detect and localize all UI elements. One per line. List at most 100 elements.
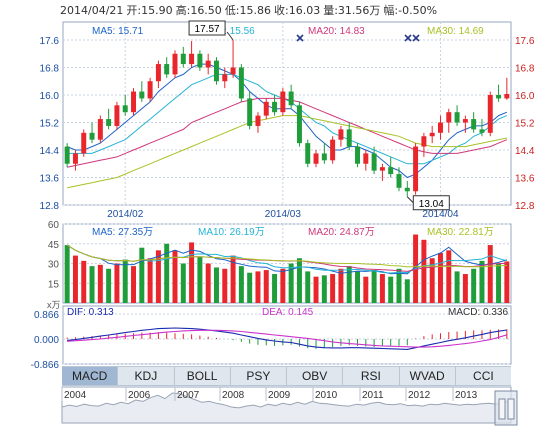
candle-body[interactable] — [114, 105, 120, 126]
candle-body[interactable] — [222, 74, 228, 82]
volume-bar[interactable] — [131, 266, 137, 303]
candle-body[interactable] — [296, 105, 302, 144]
volume-bar[interactable] — [89, 266, 95, 303]
volume-bar[interactable] — [371, 270, 377, 303]
volume-bar[interactable] — [272, 274, 278, 303]
candle-body[interactable] — [139, 91, 145, 99]
volume-bar[interactable] — [321, 275, 327, 303]
volume-bar[interactable] — [388, 276, 394, 303]
navigator-left-handle[interactable] — [498, 398, 506, 420]
candle-body[interactable] — [263, 101, 269, 116]
candle-body[interactable] — [396, 174, 402, 188]
candle-body[interactable] — [89, 132, 95, 140]
volume-bar[interactable] — [346, 266, 352, 303]
tab-macd[interactable]: MACD — [62, 367, 119, 385]
candle-body[interactable] — [479, 129, 485, 133]
volume-bar[interactable] — [437, 252, 443, 303]
volume-bar[interactable] — [72, 255, 78, 303]
volume-bar[interactable] — [280, 268, 286, 303]
candle-body[interactable] — [346, 129, 352, 147]
volume-bar[interactable] — [454, 271, 460, 303]
candle-body[interactable] — [164, 64, 170, 75]
candle-body[interactable] — [363, 153, 369, 164]
volume-bar[interactable] — [147, 258, 153, 303]
tab-obv[interactable]: OBV — [287, 367, 344, 385]
candle-body[interactable] — [454, 112, 460, 123]
volume-bar[interactable] — [471, 268, 477, 303]
candle-body[interactable] — [205, 60, 211, 68]
candle-body[interactable] — [255, 115, 261, 126]
candle-body[interactable] — [429, 132, 435, 137]
candle-body[interactable] — [371, 153, 377, 171]
volume-bar[interactable] — [288, 263, 294, 304]
candle-body[interactable] — [338, 129, 344, 140]
volume-bar[interactable] — [172, 250, 178, 303]
candle-body[interactable] — [471, 119, 477, 130]
candle-body[interactable] — [131, 91, 137, 113]
volume-bar[interactable] — [504, 261, 510, 303]
candle-body[interactable] — [487, 95, 493, 133]
volume-bar[interactable] — [97, 264, 103, 303]
volume-bar[interactable] — [180, 263, 186, 304]
volume-bar[interactable] — [122, 259, 128, 303]
volume-bar[interactable] — [230, 255, 236, 303]
volume-bar[interactable] — [404, 279, 410, 303]
volume-bar[interactable] — [222, 268, 228, 303]
event-mark-icon[interactable] — [404, 34, 412, 42]
candle-body[interactable] — [189, 53, 195, 65]
tab-boll[interactable]: BOLL — [175, 367, 231, 385]
candle-body[interactable] — [404, 187, 410, 192]
candle-body[interactable] — [72, 153, 78, 164]
candle-body[interactable] — [247, 98, 253, 126]
volume-bar[interactable] — [363, 276, 369, 303]
candle-body[interactable] — [97, 119, 103, 140]
candle-body[interactable] — [305, 143, 311, 164]
volume-bar[interactable] — [379, 274, 385, 303]
candle-body[interactable] — [313, 153, 319, 164]
candle-body[interactable] — [421, 136, 427, 147]
candle-body[interactable] — [213, 60, 219, 82]
volume-bar[interactable] — [330, 274, 336, 303]
volume-bar[interactable] — [421, 239, 427, 303]
volume-bar[interactable] — [247, 272, 253, 303]
tab-wvad[interactable]: WVAD — [400, 367, 456, 385]
candle-body[interactable] — [379, 167, 385, 171]
volume-bar[interactable] — [197, 256, 203, 303]
volume-bar[interactable] — [81, 260, 87, 303]
volume-bar[interactable] — [164, 243, 170, 303]
volume-bar[interactable] — [429, 258, 435, 303]
candle-body[interactable] — [388, 167, 394, 175]
candle-body[interactable] — [272, 101, 278, 113]
candle-body[interactable] — [280, 91, 286, 113]
candle-body[interactable] — [230, 67, 236, 75]
tab-psy[interactable]: PSY — [231, 367, 287, 385]
volume-bar[interactable] — [338, 268, 344, 303]
volume-bar[interactable] — [106, 268, 112, 303]
tab-kdj[interactable]: KDJ — [118, 367, 175, 385]
candle-body[interactable] — [81, 132, 87, 154]
volume-bar[interactable] — [313, 276, 319, 303]
tab-rsi[interactable]: RSI — [343, 367, 400, 385]
candle-body[interactable] — [106, 119, 112, 126]
candle-body[interactable] — [462, 119, 468, 123]
volume-bar[interactable] — [189, 242, 195, 303]
volume-bar[interactable] — [64, 245, 70, 303]
candle-body[interactable] — [197, 53, 203, 68]
event-mark-icon[interactable] — [412, 34, 420, 42]
candle-body[interactable] — [64, 146, 70, 164]
volume-bar[interactable] — [139, 247, 145, 303]
volume-bar[interactable] — [155, 250, 161, 303]
volume-bar[interactable] — [355, 271, 361, 303]
volume-bar[interactable] — [446, 250, 452, 303]
candle-body[interactable] — [155, 64, 161, 82]
candle-body[interactable] — [355, 146, 361, 164]
candle-body[interactable] — [504, 93, 510, 99]
volume-bar[interactable] — [296, 258, 302, 303]
event-mark-icon[interactable] — [296, 34, 304, 42]
candle-body[interactable] — [147, 81, 153, 99]
candle-body[interactable] — [180, 53, 186, 65]
candle-body[interactable] — [446, 112, 452, 123]
candle-body[interactable] — [288, 91, 294, 106]
candle-body[interactable] — [496, 95, 502, 99]
